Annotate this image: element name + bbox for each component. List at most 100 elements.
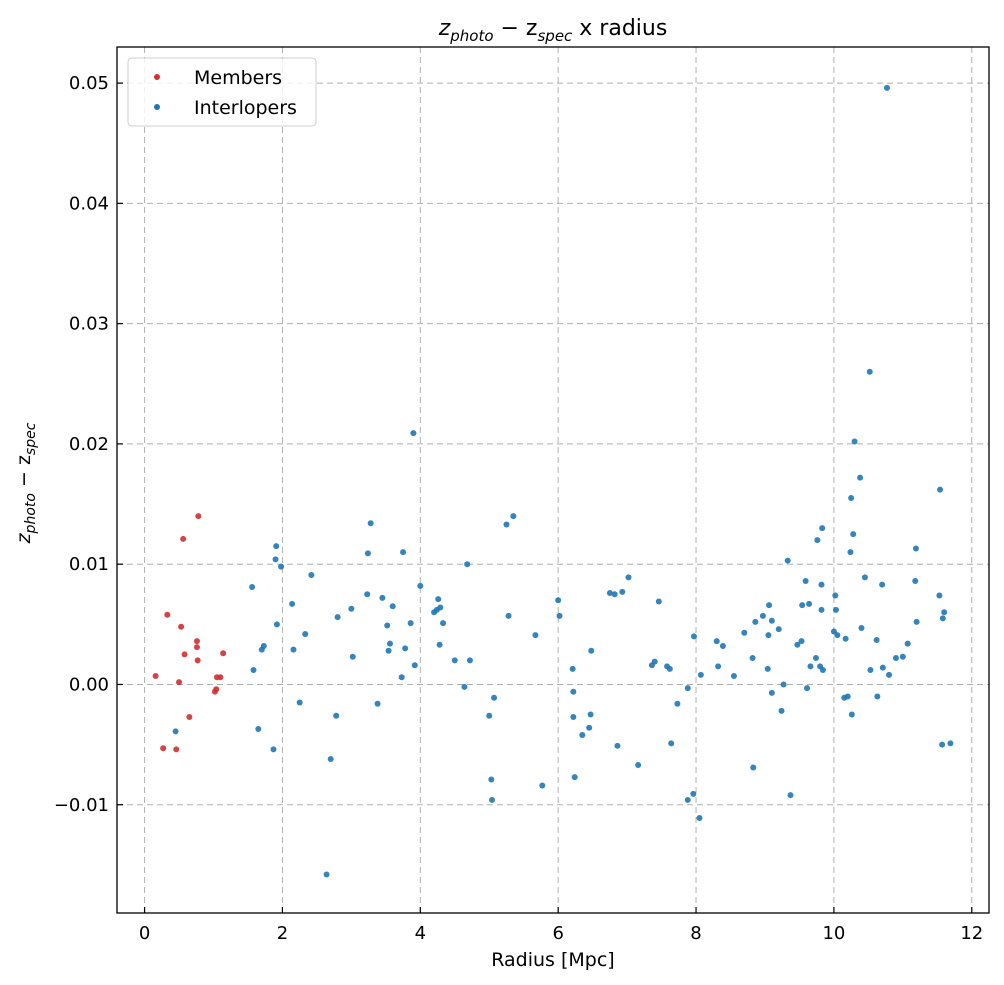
point-interlopers	[451, 657, 458, 664]
point-members	[186, 713, 193, 720]
point-members	[164, 611, 171, 618]
point-members	[193, 638, 200, 645]
point-members	[152, 673, 159, 680]
point-interlopers	[847, 549, 854, 556]
point-interlopers	[389, 603, 396, 610]
point-interlopers	[765, 632, 772, 639]
point-interlopers	[385, 647, 392, 654]
point-interlopers	[417, 582, 424, 589]
point-interlopers	[635, 762, 642, 769]
point-interlopers	[775, 626, 782, 633]
point-interlopers	[806, 600, 813, 607]
point-interlopers	[819, 667, 826, 674]
point-interlopers	[696, 814, 703, 821]
point-members	[193, 644, 200, 651]
point-interlopers	[858, 624, 865, 631]
point-interlopers	[912, 578, 919, 585]
point-interlopers	[348, 605, 355, 612]
point-members	[178, 623, 185, 630]
point-interlopers	[936, 592, 943, 599]
point-interlopers	[867, 667, 874, 674]
point-interlopers	[272, 556, 279, 563]
point-interlopers	[570, 688, 577, 695]
x-tick-label: 8	[690, 923, 701, 944]
point-interlopers	[874, 693, 881, 700]
point-interlopers	[851, 438, 858, 445]
point-interlopers	[374, 700, 381, 707]
point-interlopers	[464, 561, 471, 568]
point-interlopers	[334, 614, 341, 621]
point-members	[173, 746, 180, 753]
point-interlopers	[873, 636, 880, 643]
point-interlopers	[410, 430, 417, 437]
point-interlopers	[892, 655, 899, 662]
point-interlopers	[510, 513, 517, 520]
point-interlopers	[290, 646, 297, 653]
point-interlopers	[844, 693, 851, 700]
point-interlopers	[802, 578, 809, 585]
point-interlopers	[850, 531, 857, 538]
point-interlopers	[289, 600, 296, 607]
point-interlopers	[436, 641, 443, 648]
point-interlopers	[400, 549, 407, 556]
y-tick-label: 0.04	[69, 193, 109, 214]
point-interlopers	[741, 629, 748, 636]
point-interlopers	[250, 667, 257, 674]
point-interlopers	[611, 591, 618, 598]
point-interlopers	[939, 615, 946, 622]
point-interlopers	[818, 606, 825, 613]
point-interlopers	[486, 712, 493, 719]
point-members	[194, 657, 201, 664]
point-interlopers	[407, 620, 414, 627]
x-tick-label: 12	[960, 923, 983, 944]
point-interlopers	[625, 574, 632, 581]
point-interlopers	[947, 740, 954, 747]
point-interlopers	[364, 550, 371, 557]
point-interlopers	[614, 742, 621, 749]
point-interlopers	[832, 606, 839, 613]
point-interlopers	[804, 685, 811, 692]
point-interlopers	[587, 711, 594, 718]
point-interlopers	[323, 871, 330, 878]
point-interlopers	[904, 640, 911, 647]
point-interlopers	[411, 662, 418, 669]
point-interlopers	[308, 572, 315, 579]
point-interlopers	[866, 368, 873, 375]
point-interlopers	[752, 618, 759, 625]
x-tick-label: 10	[822, 923, 845, 944]
point-interlopers	[684, 685, 691, 692]
point-interlopers	[571, 774, 578, 781]
grid	[117, 47, 989, 913]
point-interlopers	[296, 699, 303, 706]
data-points	[152, 84, 954, 878]
plot-frame	[116, 46, 990, 914]
point-interlopers	[655, 598, 662, 605]
point-interlopers	[814, 537, 821, 544]
point-interlopers	[832, 592, 839, 599]
y-tick-label: 0.03	[69, 314, 109, 335]
x-tick-label: 2	[277, 923, 288, 944]
point-interlopers	[861, 574, 868, 581]
point-interlopers	[666, 665, 673, 672]
point-interlopers	[912, 545, 919, 552]
point-members	[180, 535, 187, 542]
legend: Members Interlopers	[127, 57, 317, 127]
point-interlopers	[939, 741, 946, 748]
point-interlopers	[778, 707, 785, 714]
point-interlopers	[249, 584, 256, 591]
point-interlopers	[379, 594, 386, 601]
point-interlopers	[784, 557, 791, 564]
point-interlopers	[879, 581, 886, 588]
point-interlopers	[848, 711, 855, 718]
point-interlopers	[684, 796, 691, 803]
point-interlopers	[730, 673, 737, 680]
point-interlopers	[606, 590, 613, 597]
point-interlopers	[539, 782, 546, 789]
point-interlopers	[461, 683, 468, 690]
point-interlopers	[787, 792, 794, 799]
y-tick-label: 0.00	[69, 674, 109, 695]
point-interlopers	[386, 640, 393, 647]
point-interlopers	[278, 563, 285, 570]
point-interlopers	[834, 632, 841, 639]
point-interlopers	[913, 618, 920, 625]
